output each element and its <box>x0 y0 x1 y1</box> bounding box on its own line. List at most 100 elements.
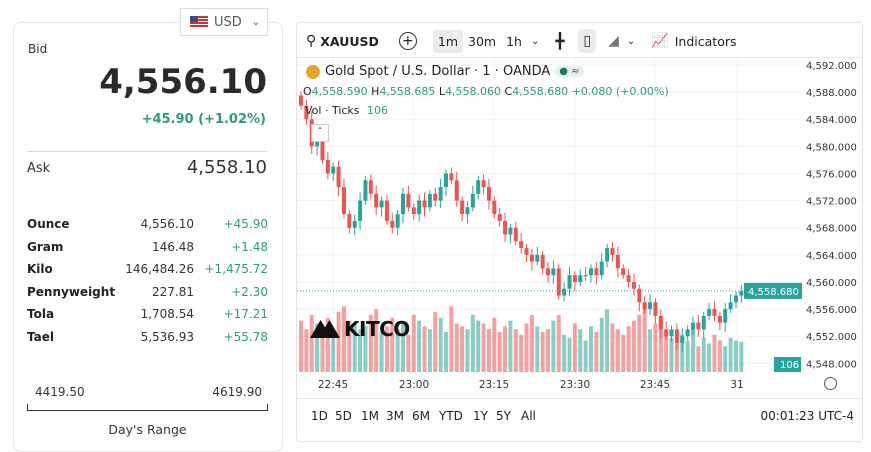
logo-icon <box>310 320 340 338</box>
volume-bar <box>336 312 341 372</box>
interval-1h[interactable]: 1h <box>506 33 522 49</box>
y-tick-label: 4,548.000 <box>806 359 857 370</box>
volume-bar <box>503 326 508 372</box>
candle-body <box>664 329 669 337</box>
volume-bar <box>723 346 728 372</box>
volume-bar <box>331 332 336 372</box>
volume-bar <box>497 332 502 372</box>
volume-bar <box>363 326 368 372</box>
candle-body <box>411 207 416 215</box>
volume-bar <box>535 326 540 372</box>
settings-icon[interactable] <box>824 377 837 390</box>
kitco-logo: KITCO <box>310 317 410 341</box>
candle-body <box>497 214 502 221</box>
low-value: 4,558.060 <box>445 85 502 98</box>
candle-body <box>572 275 577 282</box>
volume-bar <box>427 329 432 372</box>
volume-bar <box>529 314 534 372</box>
volume-bar <box>524 323 529 372</box>
range-button-all[interactable]: All <box>521 409 536 423</box>
candle-body <box>669 329 674 337</box>
volume-bar <box>406 334 411 372</box>
symbol-search[interactable]: XAUUSD <box>320 33 379 49</box>
chevron-down-icon[interactable]: ⌄ <box>626 35 636 47</box>
collapse-legend-button[interactable]: ˆ <box>311 124 329 142</box>
indicators-icon[interactable]: 📈 <box>651 33 669 49</box>
price-chart[interactable]: 4,592.000 4,588.000 4,584.000 4,580.000 4,57… <box>0 0 871 440</box>
bid-label: Bid <box>28 42 48 56</box>
candle-body <box>513 227 518 242</box>
unit-change: +17.21 <box>223 307 268 321</box>
candle-body <box>562 288 567 296</box>
x-tick-label: 22:45 <box>318 379 348 391</box>
volume-bar <box>594 332 599 372</box>
x-tick-label: 23:00 <box>399 379 429 391</box>
volume-bar <box>460 326 465 372</box>
volume-bar <box>691 329 696 372</box>
candle-body <box>492 200 497 215</box>
l-label: L <box>438 85 446 98</box>
x-tick-label: 23:45 <box>640 379 670 391</box>
unit-name: Pennyweight <box>27 285 116 299</box>
volume-bar <box>631 320 636 372</box>
chevron-down-icon[interactable]: ⌄ <box>531 35 540 47</box>
volume-bar <box>674 343 679 372</box>
candle-body <box>567 275 572 289</box>
candle-body <box>379 200 384 208</box>
candle-body <box>336 166 341 188</box>
candle-body <box>368 180 373 194</box>
candle-body <box>610 248 615 255</box>
volume-bar <box>610 323 615 372</box>
candles-icon[interactable]: ▯ <box>578 29 597 53</box>
bid-price: 4,556.10 <box>99 62 267 102</box>
volume-bar <box>642 306 647 372</box>
range-button-6m[interactable]: 6M <box>412 409 430 423</box>
volume-bar <box>422 326 427 372</box>
candle-body <box>519 241 524 249</box>
last-volume-badge <box>774 357 801 372</box>
range-button-5y[interactable]: 5Y <box>496 409 511 423</box>
range-button-1d[interactable]: 1D <box>311 409 328 423</box>
y-tick-label: 4,584.000 <box>806 115 857 126</box>
interval-1m[interactable]: 1m <box>432 29 464 53</box>
search-icon[interactable]: ⚲ <box>306 33 317 49</box>
interval-30m[interactable]: 30m <box>468 33 497 49</box>
volume-bar <box>728 337 733 372</box>
range-button-ytd[interactable]: YTD <box>439 409 463 423</box>
candle-body <box>503 220 508 235</box>
indicators-button[interactable]: Indicators <box>674 33 737 49</box>
volume-bar <box>492 317 497 372</box>
currency-select[interactable]: USD ⌄ <box>180 8 268 36</box>
volume-bar <box>449 306 454 372</box>
area-chart-icon[interactable]: ◢ <box>608 33 619 49</box>
chart-legend: Gold Spot / U.S. Dollar · 1 · OANDA ● ≈ <box>306 64 584 79</box>
volume-bar <box>664 332 669 372</box>
range-button-5d[interactable]: 5D <box>335 409 352 423</box>
currency-label: USD <box>214 14 242 30</box>
volume-bar <box>519 334 524 372</box>
candle-body <box>546 268 551 276</box>
volume-bar <box>481 323 486 372</box>
volume-bar <box>680 334 685 372</box>
market-status-icon: ● ≈ <box>555 66 584 77</box>
unit-change: +55.78 <box>223 330 268 344</box>
range-button-1m[interactable]: 1M <box>361 409 379 423</box>
volume-bar <box>401 323 406 372</box>
compare-add-icon[interactable]: + <box>398 32 417 50</box>
volume-bar <box>658 317 663 372</box>
range-button-1y[interactable]: 1Y <box>473 409 488 423</box>
volume-bar <box>390 317 395 372</box>
y-tick-label: 4,560.000 <box>806 278 857 289</box>
range-button-3m[interactable]: 3M <box>386 409 404 423</box>
candle-body <box>691 322 696 330</box>
y-tick-label: 4,564.000 <box>806 251 857 262</box>
volume-bar <box>685 340 690 372</box>
candle-body <box>433 193 438 201</box>
candle-body <box>508 227 513 235</box>
bar-style-icon[interactable]: ╋ <box>555 32 565 50</box>
o-label: O <box>303 85 312 98</box>
h-label: H <box>371 85 380 98</box>
unit-value: 4,556.10 <box>140 217 194 231</box>
chart-clock: 00:01:23 UTC-4 <box>760 409 854 423</box>
candle-body <box>401 193 406 215</box>
